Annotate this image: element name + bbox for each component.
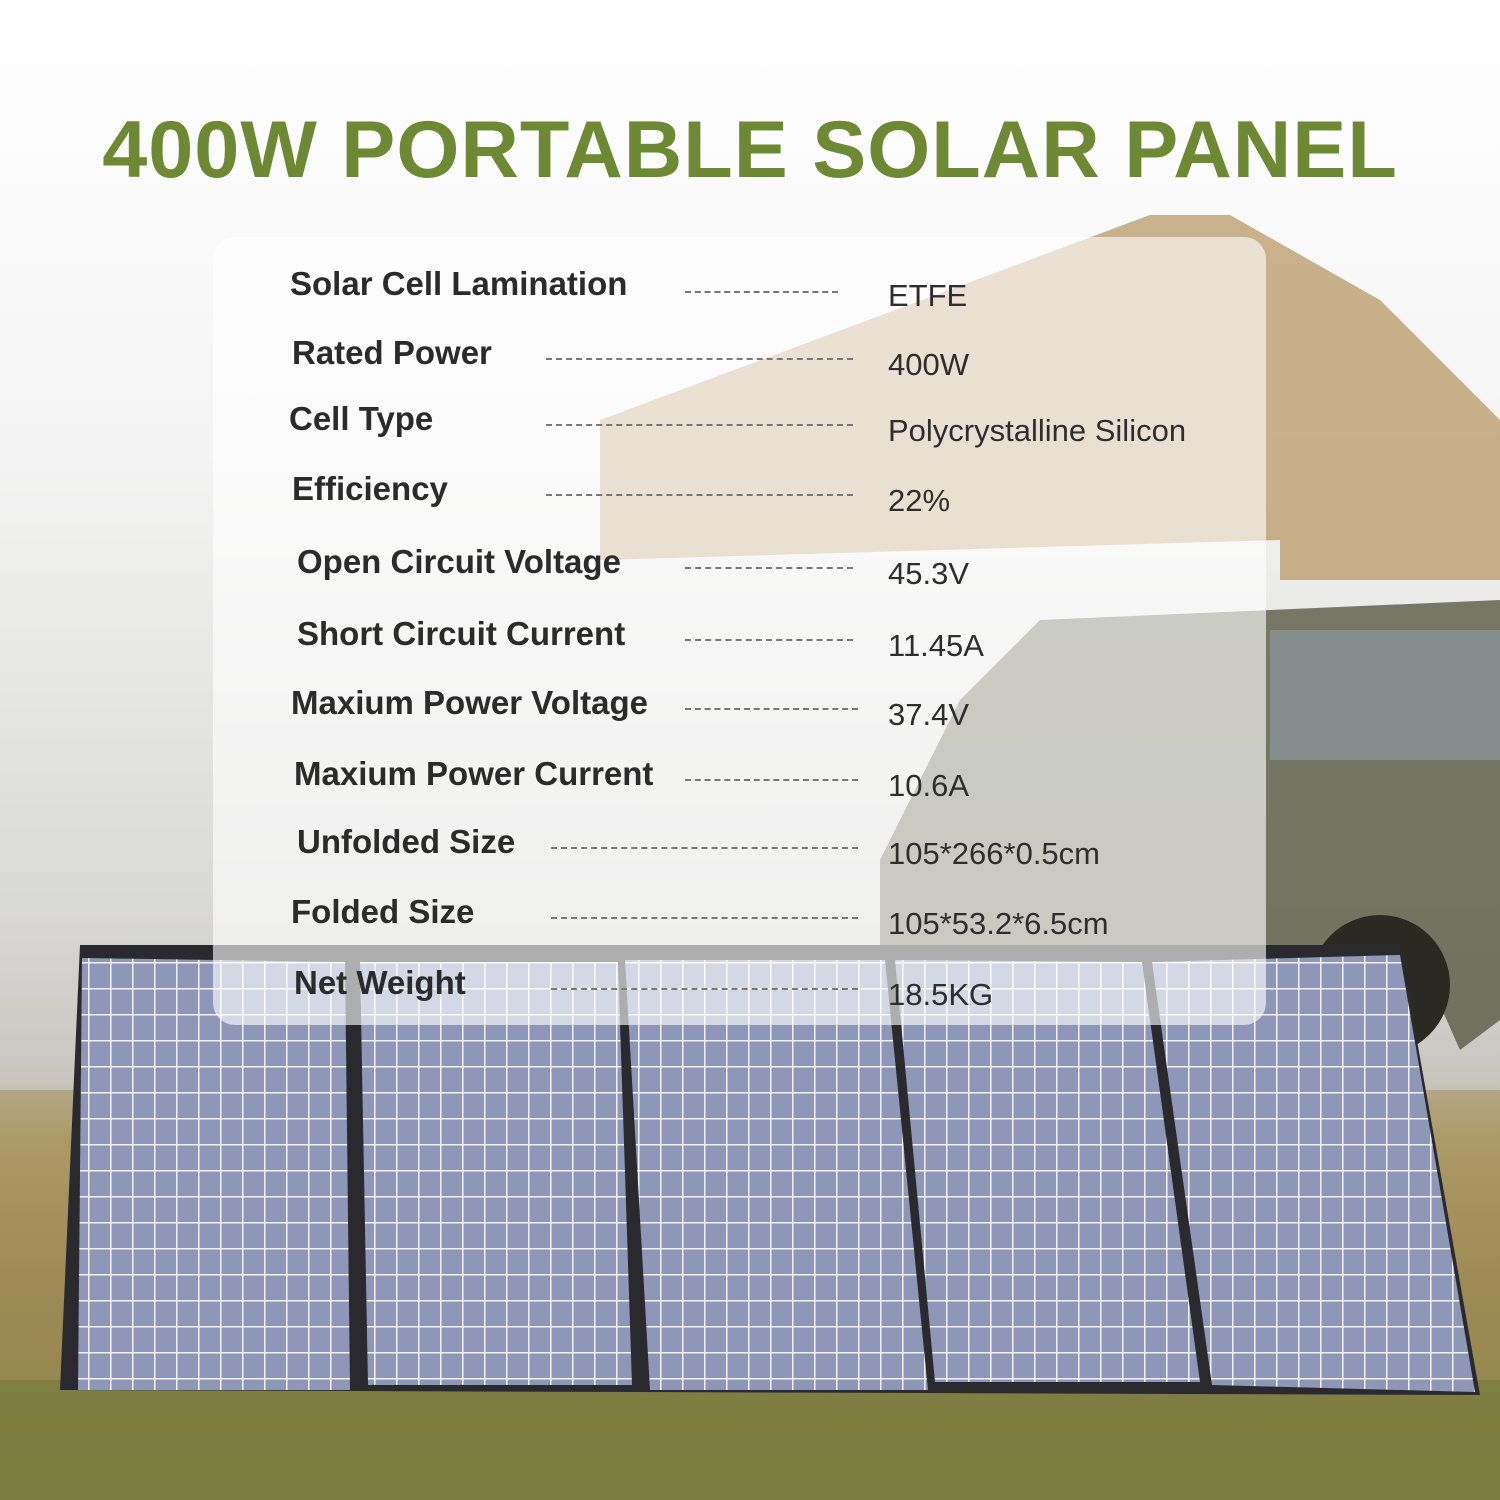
spec-row: Net Weight 18.5KG xyxy=(213,964,1266,1012)
spec-row: Cell Type Polycrystalline Silicon xyxy=(213,400,1266,448)
spec-label: Solar Cell Lamination xyxy=(290,265,628,302)
leader-dashes xyxy=(685,291,838,293)
spec-label: Net Weight xyxy=(294,964,466,1001)
spec-value: 45.3V xyxy=(888,556,970,591)
spec-label: Open Circuit Voltage xyxy=(297,543,621,580)
spec-label: Folded Size xyxy=(291,893,475,930)
page-title: 400W PORTABLE SOLAR PANEL xyxy=(102,105,1398,195)
leader-dashes xyxy=(546,358,853,360)
solar-panel-image xyxy=(60,945,1480,1395)
leader-dashes xyxy=(546,494,853,496)
leader-dashes xyxy=(685,639,853,641)
leader-dashes xyxy=(685,567,853,569)
leader-dashes xyxy=(551,917,858,919)
spec-row: Folded Size 105*53.2*6.5cm xyxy=(213,893,1266,941)
spec-value: 37.4V xyxy=(888,697,970,732)
spec-label: Short Circuit Current xyxy=(297,615,626,652)
spec-row: Unfolded Size 105*266*0.5cm xyxy=(213,823,1266,871)
spec-row: Maxium Power Current 10.6A xyxy=(213,755,1266,803)
spec-value: 18.5KG xyxy=(888,977,994,1012)
spec-value: Polycrystalline Silicon xyxy=(888,413,1187,448)
spec-row: Maxium Power Voltage 37.4V xyxy=(213,684,1266,732)
spec-label: Efficiency xyxy=(292,470,448,507)
spec-value: 105*266*0.5cm xyxy=(888,836,1100,871)
spec-label: Unfolded Size xyxy=(297,823,516,860)
spec-label: Maxium Power Voltage xyxy=(291,684,648,721)
spec-label: Cell Type xyxy=(289,400,434,437)
spec-row: Short Circuit Current 11.45A xyxy=(213,615,1266,663)
spec-value: 105*53.2*6.5cm xyxy=(888,906,1109,941)
spec-value: 22% xyxy=(888,483,951,518)
spec-row: Efficiency 22% xyxy=(213,470,1266,518)
spec-row: Open Circuit Voltage 45.3V xyxy=(213,543,1266,591)
leader-dashes xyxy=(685,779,858,781)
spec-value: 10.6A xyxy=(888,768,970,803)
leader-dashes xyxy=(546,424,853,426)
spec-value: ETFE xyxy=(888,278,968,313)
spec-row: Solar Cell Lamination ETFE xyxy=(213,265,1266,313)
spec-label: Rated Power xyxy=(292,334,492,371)
spec-table: Solar Cell Lamination ETFE Rated Power 40… xyxy=(213,237,1266,1025)
leader-dashes xyxy=(551,988,858,990)
leader-dashes xyxy=(685,708,858,710)
spec-row: Rated Power 400W xyxy=(213,334,1266,382)
leader-dashes xyxy=(551,847,858,849)
spec-value: 11.45A xyxy=(888,628,984,663)
spec-label: Maxium Power Current xyxy=(294,755,654,792)
spec-value: 400W xyxy=(888,347,969,382)
